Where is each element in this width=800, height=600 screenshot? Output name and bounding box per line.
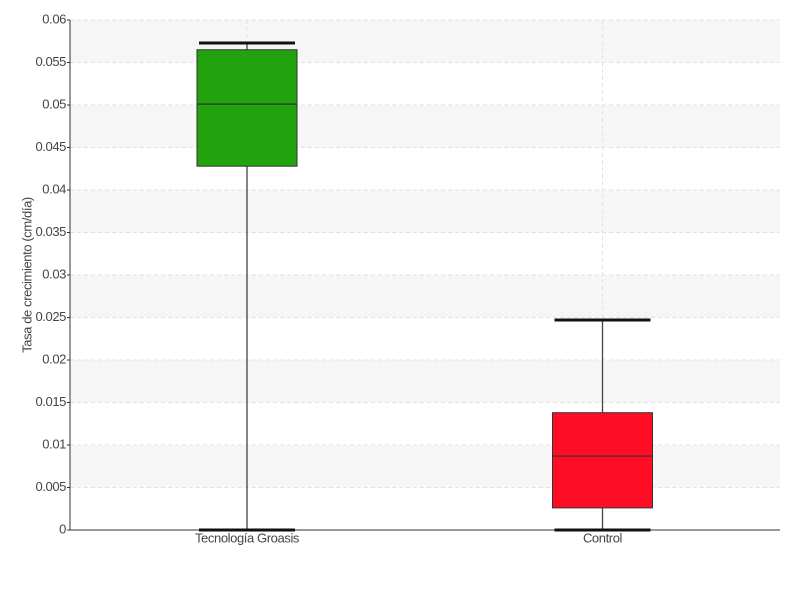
grid-band bbox=[70, 190, 780, 233]
y-tick-label: 0.045 bbox=[35, 139, 66, 154]
box bbox=[196, 49, 298, 167]
y-tick-label: 0.035 bbox=[35, 224, 66, 239]
grid-band bbox=[70, 445, 780, 488]
x-tick-label: Control bbox=[583, 530, 623, 545]
grid-band bbox=[70, 105, 780, 148]
y-tick-label: 0.055 bbox=[35, 54, 66, 69]
y-tick-label: 0.02 bbox=[42, 351, 66, 366]
y-tick-label: 0 bbox=[59, 521, 66, 536]
y-tick-label: 0.005 bbox=[35, 479, 66, 494]
y-tick-label: 0.015 bbox=[35, 394, 66, 409]
y-tick-label: 0.01 bbox=[42, 436, 66, 451]
y-axis-label: Tasa de crecimiento (cm/día) bbox=[19, 197, 34, 353]
grid-band bbox=[70, 20, 780, 63]
y-tick-label: 0.05 bbox=[42, 96, 66, 111]
y-tick-label: 0.025 bbox=[35, 309, 66, 324]
y-tick-label: 0.04 bbox=[42, 181, 66, 196]
y-tick-label: 0.06 bbox=[42, 11, 66, 26]
y-tick-label: 0.03 bbox=[42, 266, 66, 281]
grid-band bbox=[70, 360, 780, 403]
box bbox=[552, 412, 653, 509]
x-tick-label: Tecnología Groasis bbox=[195, 530, 300, 545]
grid-band bbox=[70, 275, 780, 318]
